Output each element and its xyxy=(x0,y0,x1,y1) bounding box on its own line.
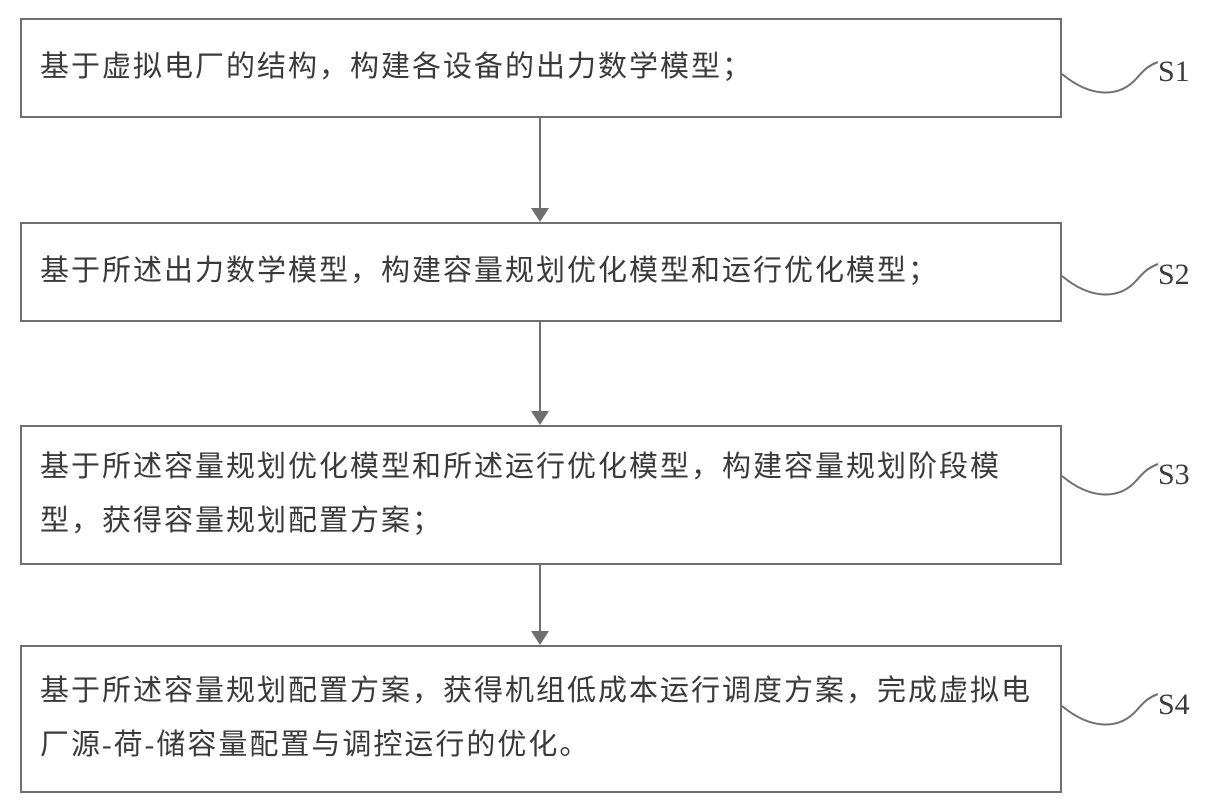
step-box-s1: 基于虚拟电厂的结构，构建各设备的出力数学模型； xyxy=(20,18,1062,118)
step-text: 基于所述出力数学模型，构建容量规划优化模型和运行优化模型； xyxy=(40,245,939,299)
connector-curve-s4 xyxy=(1062,692,1158,732)
step-text: 基于所述容量规划配置方案，获得机组低成本运行调度方案，完成虚拟电厂源-荷-储容量… xyxy=(40,665,1042,772)
connector-curve-s3 xyxy=(1062,462,1158,502)
step-text: 基于所述容量规划优化模型和所述运行优化模型，构建容量规划阶段模型，获得容量规划配… xyxy=(40,441,1042,548)
step-label-s1: S1 xyxy=(1158,55,1190,89)
flowchart-canvas: 基于虚拟电厂的结构，构建各设备的出力数学模型； 基于所述出力数学模型，构建容量规… xyxy=(0,0,1210,804)
step-box-s4: 基于所述容量规划配置方案，获得机组低成本运行调度方案，完成虚拟电厂源-荷-储容量… xyxy=(20,645,1062,793)
connector-curve-s1 xyxy=(1062,60,1158,100)
step-box-s3: 基于所述容量规划优化模型和所述运行优化模型，构建容量规划阶段模型，获得容量规划配… xyxy=(20,425,1062,565)
flow-arrow-1 xyxy=(525,118,555,222)
step-label-s4: S4 xyxy=(1158,688,1190,722)
flow-arrow-3 xyxy=(525,565,555,645)
step-text: 基于虚拟电厂的结构，构建各设备的出力数学模型； xyxy=(40,41,753,95)
step-label-s2: S2 xyxy=(1158,258,1190,292)
flow-arrow-2 xyxy=(525,322,555,425)
connector-curve-s2 xyxy=(1062,262,1158,302)
step-box-s2: 基于所述出力数学模型，构建容量规划优化模型和运行优化模型； xyxy=(20,222,1062,322)
step-label-s3: S3 xyxy=(1158,458,1190,492)
